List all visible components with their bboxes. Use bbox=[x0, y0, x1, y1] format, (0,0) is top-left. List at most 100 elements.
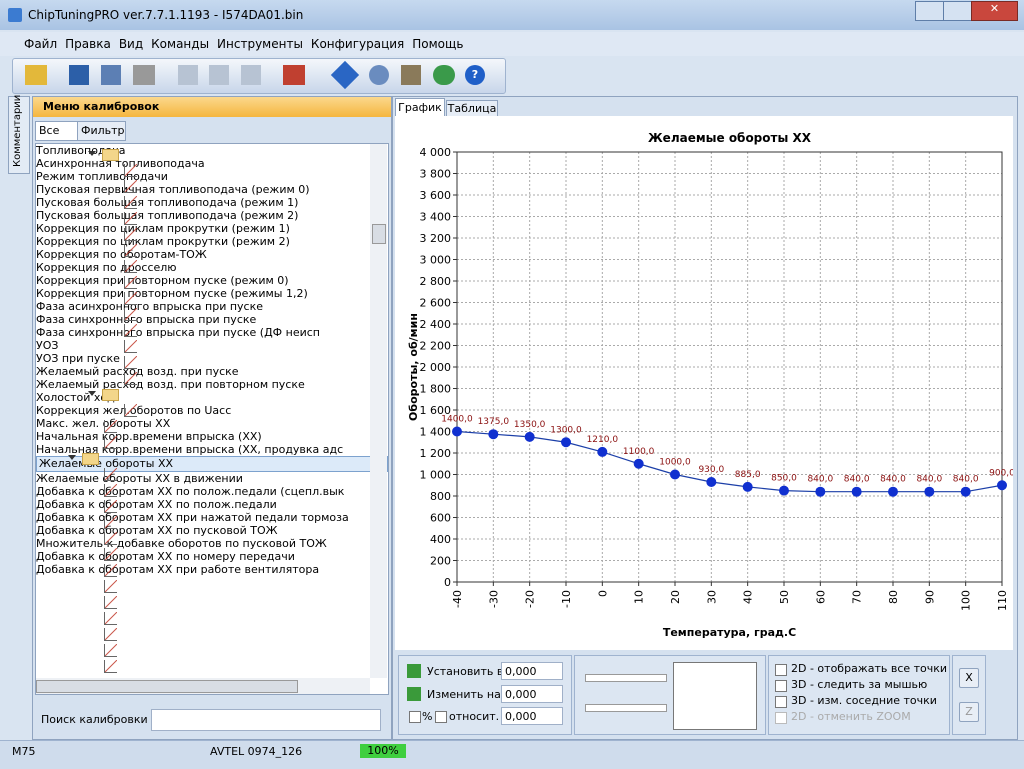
percent-checkbox[interactable] bbox=[409, 711, 421, 723]
tree-item[interactable]: Пусковая первичная топливоподача (режим … bbox=[36, 183, 310, 196]
y-tick-label: 3 600 bbox=[420, 189, 452, 202]
menu-item[interactable]: Помощь bbox=[412, 37, 464, 51]
tab-graph[interactable]: График bbox=[395, 98, 445, 118]
vertical-scrollbar[interactable] bbox=[370, 144, 387, 678]
side-tab[interactable]: Комментарии bbox=[8, 95, 30, 174]
tree-item[interactable]: Множитель к добавке оборотов по пусковой… bbox=[36, 537, 327, 550]
tree-item[interactable]: Режим топливоподачи bbox=[36, 170, 168, 183]
app-icon bbox=[8, 8, 22, 22]
tree-item[interactable]: Желаемые обороты ХХ bbox=[36, 456, 388, 472]
calibration-icon bbox=[124, 308, 137, 321]
search-input[interactable] bbox=[151, 709, 381, 731]
y-tick-label: 3 400 bbox=[420, 211, 452, 224]
window-title: ChipTuningPRO ver.7.7.1.1193 - I574DA01.… bbox=[28, 8, 304, 22]
tree-item[interactable]: Коррекция жел.оборотов по Uacc bbox=[36, 404, 232, 417]
menu-item[interactable]: Инструменты bbox=[217, 37, 303, 51]
x-tick-label: 10 bbox=[633, 590, 646, 604]
chart-button[interactable] bbox=[283, 65, 305, 85]
web-button[interactable] bbox=[433, 65, 455, 85]
paste-button[interactable] bbox=[209, 65, 229, 85]
tree-item[interactable]: Начальная корр.времени впрыска (ХХ) bbox=[36, 430, 262, 443]
tree-item[interactable]: Фаза синхронного впрыска при пуске (ДФ н… bbox=[36, 326, 320, 339]
value-label: 840,0 bbox=[880, 475, 906, 485]
tree-item[interactable]: Коррекция по дросселю bbox=[36, 261, 177, 274]
tree-item[interactable]: Добавка к оборотам ХХ по пусковой ТОЖ bbox=[36, 524, 278, 537]
scroll-thumb[interactable] bbox=[372, 224, 386, 244]
tree-item[interactable]: Коррекция по циклам прокрутки (режим 1) bbox=[36, 222, 290, 235]
calibration-icon bbox=[104, 660, 117, 673]
tab-filter[interactable]: Фильтр bbox=[77, 121, 126, 141]
relative-input[interactable]: 0,000 bbox=[501, 707, 563, 725]
help-button[interactable]: ? bbox=[465, 65, 485, 85]
copy-button[interactable] bbox=[178, 65, 198, 85]
info-button[interactable] bbox=[330, 60, 360, 90]
print-button[interactable] bbox=[133, 65, 155, 85]
option-checkbox[interactable] bbox=[775, 664, 787, 676]
y-tick-label: 600 bbox=[430, 512, 451, 525]
tree-item[interactable]: Пусковая большая топливоподача (режим 2) bbox=[36, 209, 299, 222]
x-tick-label: 0 bbox=[596, 590, 609, 597]
undo-button[interactable] bbox=[241, 65, 261, 85]
menu-item[interactable]: Правка bbox=[65, 37, 111, 51]
option-checkbox[interactable] bbox=[775, 696, 787, 708]
tree-item[interactable]: Коррекция при повторном пуске (режим 0) bbox=[36, 274, 289, 287]
tree-item[interactable]: Добавка к оборотам ХХ при работе вентиля… bbox=[36, 563, 320, 576]
set-input[interactable]: 0,000 bbox=[501, 662, 563, 680]
tree-item[interactable]: Коррекция при повторном пуске (режимы 1,… bbox=[36, 287, 308, 300]
tree-item[interactable]: Желаемые обороты ХХ в движении bbox=[36, 472, 243, 485]
tree-item[interactable]: УОЗ bbox=[36, 339, 59, 352]
tree-item[interactable]: УОЗ при пуске bbox=[36, 352, 120, 365]
tree-item[interactable]: Коррекция по циклам прокрутки (режим 2) bbox=[36, 235, 290, 248]
tools-button[interactable] bbox=[401, 65, 421, 85]
tree-item[interactable]: Добавка к оборотам ХХ по номеру передачи bbox=[36, 550, 295, 563]
menu-item[interactable]: Файл bbox=[24, 37, 58, 51]
expander[interactable] bbox=[88, 391, 96, 396]
open-button[interactable] bbox=[25, 65, 47, 85]
relative-label: относит. bbox=[449, 710, 500, 723]
tree-item[interactable]: Желаемый расход возд. при пуске bbox=[36, 365, 239, 378]
tree-item[interactable]: Фаза асинхронного впрыска при пуске bbox=[36, 300, 264, 313]
close-button[interactable]: ✕ bbox=[971, 1, 1018, 21]
menu-item[interactable]: Команды bbox=[151, 37, 210, 51]
search-button[interactable] bbox=[369, 65, 389, 85]
minimize-button[interactable] bbox=[915, 1, 944, 21]
option-label: 2D - отменить ZOOM bbox=[791, 710, 911, 723]
preview-thumbnail[interactable] bbox=[673, 662, 757, 730]
save-button[interactable] bbox=[69, 65, 89, 85]
y-tick-label: 1 400 bbox=[420, 426, 452, 439]
option-checkbox[interactable] bbox=[775, 712, 787, 724]
y-tick-label: 3 000 bbox=[420, 254, 452, 267]
y-tick-label: 3 200 bbox=[420, 232, 452, 245]
tree-item[interactable]: Желаемый расход возд. при повторном пуск… bbox=[36, 378, 305, 391]
expander[interactable] bbox=[88, 151, 96, 156]
expander[interactable] bbox=[68, 455, 76, 460]
set-icon[interactable] bbox=[407, 664, 421, 678]
save-as-button[interactable] bbox=[101, 65, 121, 85]
change-input[interactable]: 0,000 bbox=[501, 685, 563, 703]
data-point bbox=[706, 477, 717, 488]
status-bar: M75 AVTEL 0974_126 100% bbox=[0, 740, 1024, 769]
tree-item[interactable]: Добавка к оборотам ХХ при нажатой педали… bbox=[36, 511, 349, 524]
x-tick-label: 70 bbox=[851, 590, 864, 604]
change-icon[interactable] bbox=[407, 687, 421, 701]
tree-item[interactable]: Асинхронная топливоподача bbox=[36, 157, 205, 170]
hscroll-thumb[interactable] bbox=[36, 680, 298, 693]
slider[interactable] bbox=[585, 674, 667, 682]
tree-item[interactable]: Добавка к оборотам ХХ по полож.педали (с… bbox=[36, 485, 345, 498]
relative-checkbox[interactable] bbox=[435, 711, 447, 723]
tree-item[interactable]: Фаза синхронного впрыска при пуске bbox=[36, 313, 257, 326]
tree-item[interactable]: Коррекция по оборотам-ТОЖ bbox=[36, 248, 207, 261]
horizontal-scrollbar[interactable] bbox=[36, 678, 370, 694]
tree-item[interactable]: Пусковая большая топливоподача (режим 1) bbox=[36, 196, 299, 209]
menu-item[interactable]: Вид bbox=[118, 37, 144, 51]
z-button[interactable]: Z bbox=[959, 702, 979, 722]
slider[interactable] bbox=[585, 704, 667, 712]
maximize-button[interactable] bbox=[943, 1, 972, 21]
option-checkbox[interactable] bbox=[775, 680, 787, 692]
panel-title: Меню калибровок bbox=[33, 97, 391, 117]
menu-item[interactable]: Конфигурация bbox=[310, 37, 405, 51]
tab-all[interactable]: Все bbox=[35, 121, 80, 141]
tree-item[interactable]: Макс. жел. обороты ХХ bbox=[36, 417, 171, 430]
x-button[interactable]: X bbox=[959, 668, 979, 688]
tree-item[interactable]: Добавка к оборотам ХХ по полож.педали bbox=[36, 498, 277, 511]
